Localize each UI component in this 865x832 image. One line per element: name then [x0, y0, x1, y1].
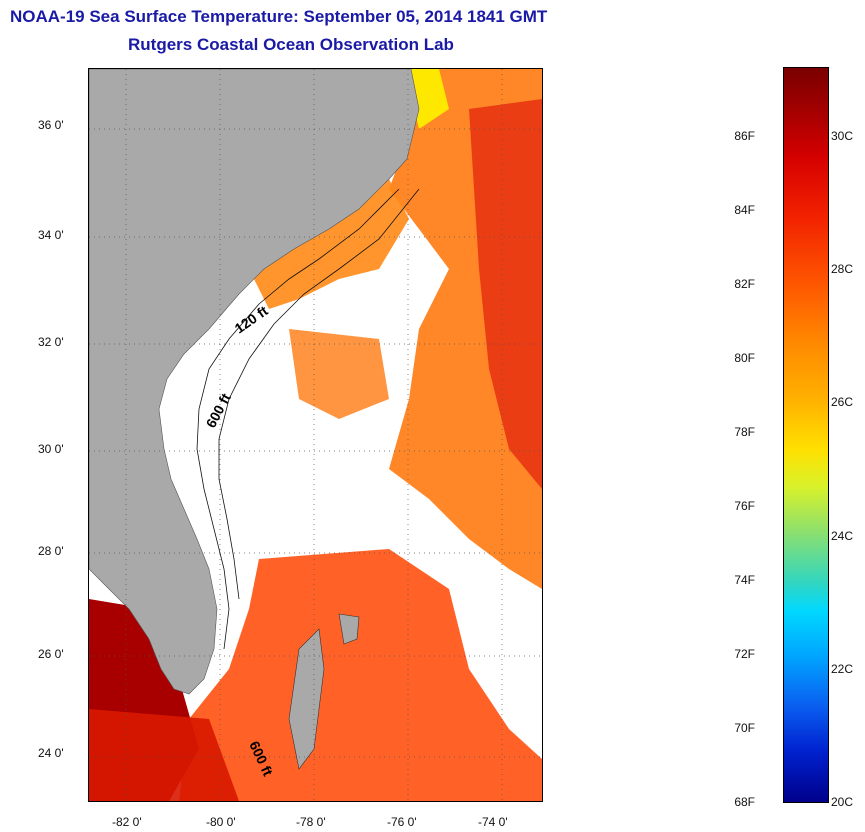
lon-label-80: -80 0': [206, 815, 236, 829]
lon-label-78: -78 0': [296, 815, 326, 829]
colorbar-c-22: 22C: [831, 662, 854, 676]
colorbar-f-72: 72F: [734, 647, 755, 661]
colorbar-f-68: 68F: [734, 795, 755, 809]
sst-patches: [89, 69, 542, 801]
lat-label-34: 34 0': [38, 228, 64, 242]
colorbar-c-20: 20C: [831, 795, 854, 809]
sst-patch-outer-stream: [469, 99, 542, 489]
contour-label-120ft: 120 ft: [232, 302, 271, 336]
colorbar-f-74: 74F: [734, 573, 755, 587]
contour-label-600ft-north: 600 ft: [203, 390, 234, 430]
lat-label-30: 30 0': [38, 442, 64, 456]
colorbar-c-28: 28C: [831, 262, 854, 276]
sst-patch-bahamas: [179, 549, 542, 801]
sst-patch-central: [289, 329, 389, 419]
colorbar-f-78: 78F: [734, 425, 755, 439]
lon-label-74: -74 0': [478, 815, 508, 829]
lat-label-28: 28 0': [38, 544, 64, 558]
lat-label-26: 26 0': [38, 647, 64, 661]
colorbar-f-82: 82F: [734, 277, 755, 291]
sst-map: 120 ft 600 ft 600 ft: [88, 68, 543, 802]
land-southeast-us: [89, 69, 420, 695]
lat-label-32: 32 0': [38, 335, 64, 349]
colorbar-c-24: 24C: [831, 529, 854, 543]
temperature-colorbar: [783, 67, 829, 803]
colorbar-c-26: 26C: [831, 395, 854, 409]
bathymetry-contours: [196, 188, 420, 650]
colorbar-f-80: 80F: [734, 351, 755, 365]
colorbar-f-86: 86F: [734, 129, 755, 143]
sst-patch-carolinas: [249, 179, 409, 309]
map-canvas: 120 ft 600 ft 600 ft: [89, 69, 542, 801]
lon-label-82: -82 0': [112, 815, 142, 829]
colorbar-f-76: 76F: [734, 499, 755, 513]
graticule: [89, 69, 542, 801]
lon-label-76: -76 0': [387, 815, 417, 829]
map-subtitle: Rutgers Coastal Ocean Observation Lab: [128, 35, 454, 54]
lat-label-36: 36 0': [38, 118, 64, 132]
land-abaco: [338, 613, 360, 645]
colorbar-f-84: 84F: [734, 203, 755, 217]
lat-label-24: 24 0': [38, 746, 64, 760]
colorbar-c-30: 30C: [831, 129, 854, 143]
map-title: NOAA-19 Sea Surface Temperature: Septemb…: [10, 7, 548, 26]
sst-patch-southwest: [89, 709, 239, 801]
colorbar-f-70: 70F: [734, 721, 755, 735]
